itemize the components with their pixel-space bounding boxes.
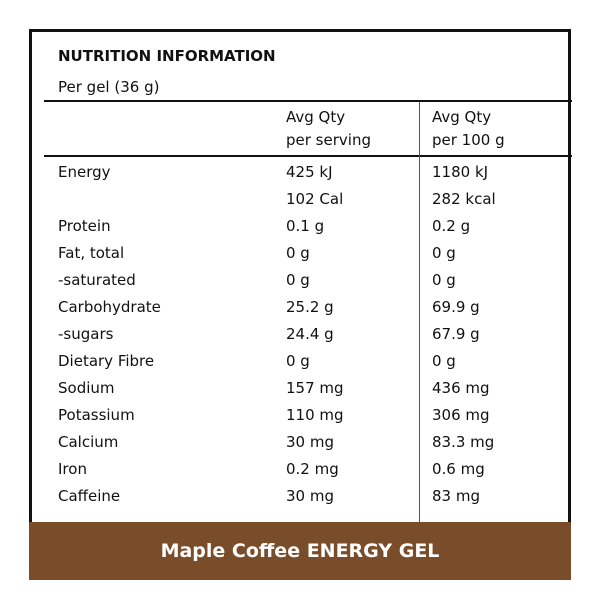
value-per-serving: 24.4 g <box>286 325 334 343</box>
value-per-serving: 425 kJ <box>286 163 333 181</box>
serving-size: Per gel (36 g) <box>58 78 160 96</box>
nutrient-name: Iron <box>58 460 87 478</box>
nutrient-name: Dietary Fibre <box>58 352 155 370</box>
nutrient-name: Carbohydrate <box>58 298 161 316</box>
table-row: Caffeine 30 mg 83 mg <box>58 483 578 510</box>
table-row: Energy 425 kJ 1180 kJ <box>58 159 578 186</box>
table-row: Sodium 157 mg 436 mg <box>58 375 578 402</box>
value-per-serving: 30 mg <box>286 487 334 505</box>
value-per-serving: 0 g <box>286 244 310 262</box>
table-row: Iron 0.2 mg 0.6 mg <box>58 456 578 483</box>
table-row: -saturated 0 g 0 g <box>58 267 578 294</box>
nutrient-name: Energy <box>58 163 111 181</box>
value-per-100g: 436 mg <box>432 379 490 397</box>
header-divider <box>44 100 572 102</box>
column-header-per-serving-line2: per serving <box>286 131 371 149</box>
table-row: Protein 0.1 g 0.2 g <box>58 213 578 240</box>
value-per-100g: 0 g <box>432 271 456 289</box>
value-per-serving: 0 g <box>286 352 310 370</box>
value-per-100g: 83.3 mg <box>432 433 495 451</box>
column-header-divider <box>44 155 572 157</box>
value-per-100g: 69.9 g <box>432 298 480 316</box>
nutrient-name: -saturated <box>58 271 136 289</box>
value-per-100g: 282 kcal <box>432 190 496 208</box>
column-divider <box>419 102 420 539</box>
value-per-serving: 0.2 mg <box>286 460 339 478</box>
value-per-100g: 0.6 mg <box>432 460 485 478</box>
nutrition-panel-border <box>29 29 571 578</box>
panel-title: NUTRITION INFORMATION <box>58 47 276 65</box>
value-per-serving: 0 g <box>286 271 310 289</box>
value-per-100g: 67.9 g <box>432 325 480 343</box>
nutrient-name: Sodium <box>58 379 115 397</box>
table-row: Potassium 110 mg 306 mg <box>58 402 578 429</box>
nutrient-name: Calcium <box>58 433 119 451</box>
value-per-serving: 102 Cal <box>286 190 344 208</box>
value-per-serving: 25.2 g <box>286 298 334 316</box>
column-header-per-100g: Avg Qty per 100 g <box>432 106 505 152</box>
value-per-100g: 83 mg <box>432 487 480 505</box>
table-row: Carbohydrate 25.2 g 69.9 g <box>58 294 578 321</box>
value-per-100g: 1180 kJ <box>432 163 489 181</box>
column-header-per-serving-line1: Avg Qty <box>286 108 346 126</box>
table-row: Calcium 30 mg 83.3 mg <box>58 429 578 456</box>
column-header-per-serving: Avg Qty per serving <box>286 106 371 152</box>
table-row: 102 Cal 282 kcal <box>58 186 578 213</box>
nutrient-table: Energy 425 kJ 1180 kJ 102 Cal 282 kcal P… <box>58 159 578 510</box>
value-per-serving: 110 mg <box>286 406 344 424</box>
value-per-serving: 157 mg <box>286 379 344 397</box>
nutrient-name: -sugars <box>58 325 114 343</box>
product-banner: Maple Coffee ENERGY GEL <box>29 522 571 580</box>
product-name: Maple Coffee ENERGY GEL <box>160 540 440 562</box>
nutrient-name: Fat, total <box>58 244 125 262</box>
table-row: -sugars 24.4 g 67.9 g <box>58 321 578 348</box>
column-header-per-100g-line2: per 100 g <box>432 131 505 149</box>
table-row: Fat, total 0 g 0 g <box>58 240 578 267</box>
nutrition-panel: NUTRITION INFORMATION Per gel (36 g) Avg… <box>44 41 572 539</box>
value-per-100g: 0.2 g <box>432 217 471 235</box>
value-per-100g: 306 mg <box>432 406 490 424</box>
table-row: Dietary Fibre 0 g 0 g <box>58 348 578 375</box>
value-per-100g: 0 g <box>432 352 456 370</box>
nutrient-name: Caffeine <box>58 487 121 505</box>
value-per-serving: 30 mg <box>286 433 334 451</box>
nutrient-name: Protein <box>58 217 111 235</box>
value-per-100g: 0 g <box>432 244 456 262</box>
value-per-serving: 0.1 g <box>286 217 325 235</box>
nutrient-name: Potassium <box>58 406 135 424</box>
column-header-per-100g-line1: Avg Qty <box>432 108 492 126</box>
